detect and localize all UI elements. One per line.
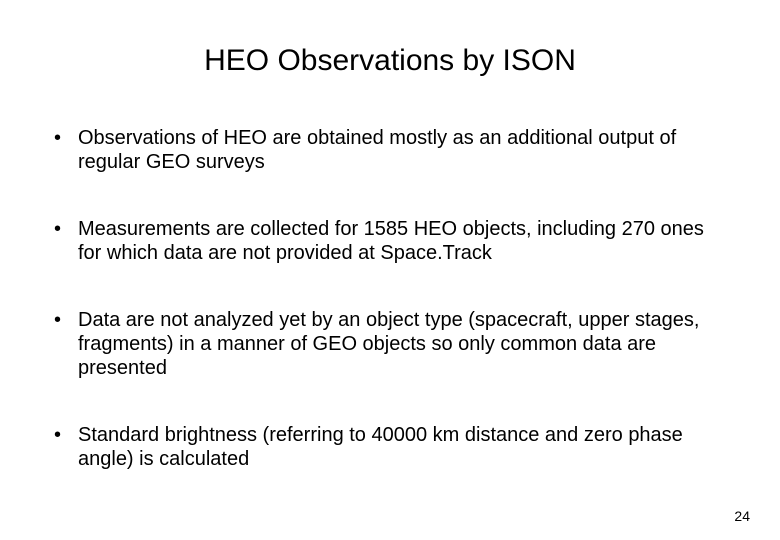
bullet-list: Observations of HEO are obtained mostly … — [50, 126, 730, 472]
slide-body: Observations of HEO are obtained mostly … — [0, 88, 780, 472]
slide: HEO Observations by ISON Observations of… — [0, 0, 780, 540]
slide-title: HEO Observations by ISON — [0, 0, 780, 88]
list-item: Measurements are collected for 1585 HEO … — [50, 217, 730, 266]
list-item: Data are not analyzed yet by an object t… — [50, 308, 730, 381]
page-number: 24 — [734, 508, 750, 524]
list-item: Standard brightness (referring to 40000 … — [50, 423, 730, 472]
list-item: Observations of HEO are obtained mostly … — [50, 126, 730, 175]
